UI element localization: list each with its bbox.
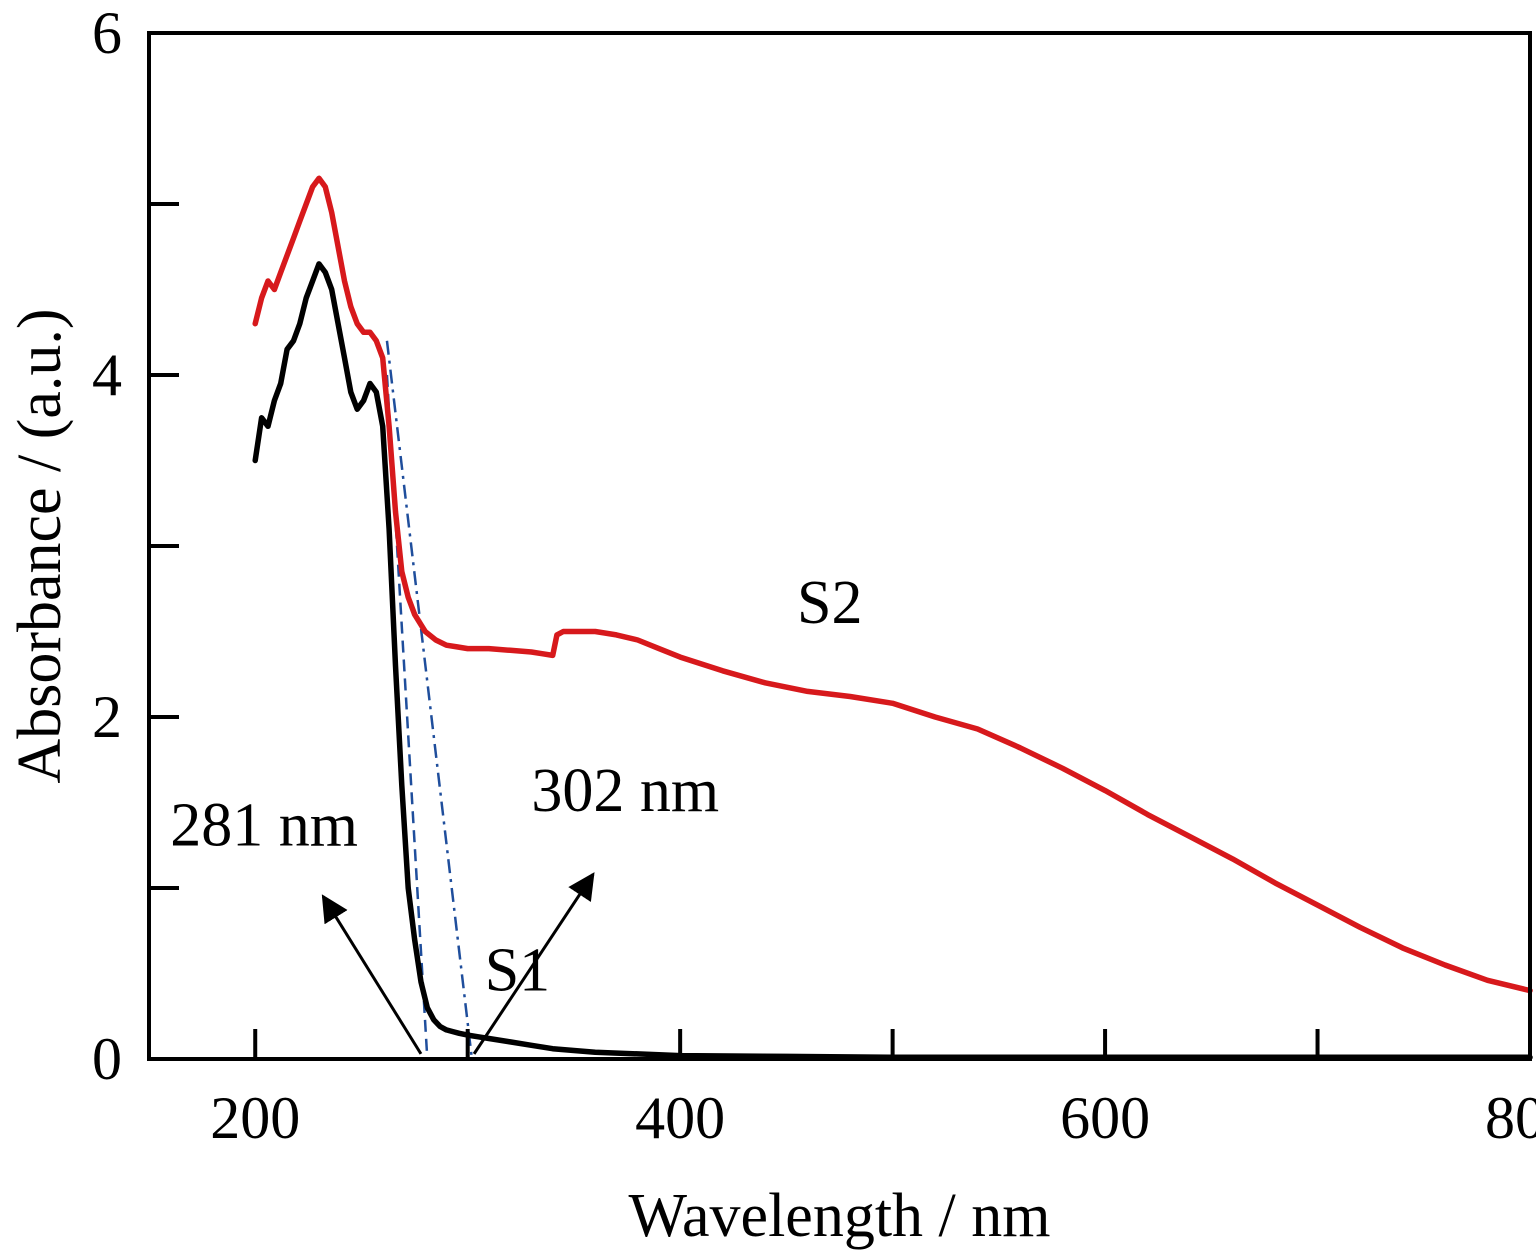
x-tick-label: 200: [210, 1085, 300, 1151]
series-s2-line: [252, 175, 1533, 994]
annotation-label: S2: [797, 569, 862, 637]
annotation-label: S1: [485, 937, 550, 1005]
y-tick-label: 0: [92, 1026, 122, 1092]
annotation-label: 281 nm: [170, 791, 358, 859]
x-tick-label: 400: [635, 1085, 725, 1151]
x-tick-label: 800: [1485, 1085, 1536, 1151]
x-tick-labels: 200 400 600 800: [210, 1085, 1536, 1151]
tangent-line: [385, 340, 474, 1060]
x-tick-label: 600: [1060, 1085, 1150, 1151]
y-tick-labels: 0 2 4 6: [92, 0, 122, 1092]
y-tick-label: 4: [92, 342, 122, 408]
annotation-label: 302 nm: [531, 757, 719, 825]
x-axis-label: Wavelength / nm: [628, 1182, 1050, 1250]
y-tick-label: 2: [92, 684, 122, 750]
axis-ticks: [149, 31, 1532, 1061]
series-s1-line: [252, 261, 1533, 1061]
annotation-arrows: [321, 872, 595, 1055]
y-tick-label: 6: [92, 0, 122, 66]
annotation-arrow: [472, 872, 595, 1055]
annotations: S2 S1 302 nm 281 nm: [170, 569, 862, 1005]
annotation-arrow: [321, 894, 423, 1055]
y-axis-label: Absorbance / (a.u.): [6, 308, 74, 783]
data-series: [252, 175, 1533, 1061]
